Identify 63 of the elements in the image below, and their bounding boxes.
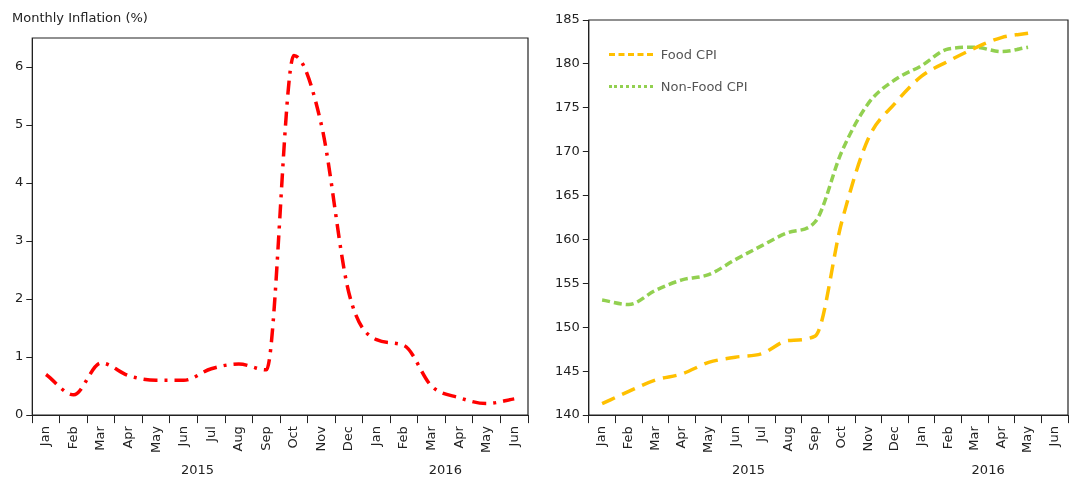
y-tick-label: 175 <box>554 99 580 115</box>
y-axis-title: Monthly Inflation (%) <box>12 10 148 25</box>
x-tick-label: Feb <box>64 426 80 450</box>
x-tick-label: Apr <box>992 425 1008 449</box>
x-tick-label: Dec <box>886 426 902 452</box>
legend-label: Food CPI <box>660 46 717 62</box>
x-tick-label: Feb <box>939 426 955 450</box>
y-tick-label: 180 <box>554 55 580 71</box>
y-tick-label: 160 <box>554 230 580 246</box>
x-tick-label: Jan <box>37 426 53 448</box>
text: 2015 <box>732 462 766 477</box>
x-tick-label: Jun <box>726 426 742 448</box>
x-tick-label: May <box>147 425 163 454</box>
x-tick-label: Mar <box>966 425 982 451</box>
y-tick-label: 155 <box>554 274 580 290</box>
x-tick-label: May <box>1019 425 1035 454</box>
y-tick-label: 3 <box>14 232 24 248</box>
y-tick-label: 2 <box>14 290 24 306</box>
x-tick-label: Jan <box>912 426 928 448</box>
x-tick-label: Aug <box>230 426 246 452</box>
x-tick-label: Apr <box>120 425 136 449</box>
x-tick-label: Jun <box>505 426 521 448</box>
line-series <box>600 45 1030 307</box>
y-tick-label: 4 <box>14 174 24 190</box>
x-tick-label: Aug <box>779 426 795 452</box>
x-tick-label: Jun <box>175 426 191 448</box>
x-tick-label: Mar <box>92 425 108 451</box>
x-tick-label: Oct <box>285 426 301 449</box>
x-tick-label: Sep <box>806 426 822 451</box>
x-tick-label: Apr <box>673 425 689 449</box>
x-tick-label: Mar <box>646 425 662 451</box>
x-tick-label: Feb <box>620 426 636 450</box>
y-tick-label: 145 <box>554 362 580 378</box>
x-tick-label: Mar <box>422 425 438 451</box>
y-tick-label: 170 <box>554 143 580 159</box>
line-series <box>44 53 516 406</box>
x-tick-label: Feb <box>395 426 411 450</box>
y-tick-label: 165 <box>554 186 580 202</box>
text: 2015 <box>180 462 215 477</box>
x-tick-label: Jun <box>1046 426 1062 448</box>
x-tick-label: Jul <box>202 426 218 443</box>
y-tick-label: 150 <box>554 318 580 334</box>
x-tick-label: Nov <box>312 425 328 452</box>
y-tick-label: 140 <box>554 406 580 422</box>
x-tick-label: Jan <box>367 426 383 448</box>
line-series <box>600 31 1030 406</box>
text: 2016 <box>428 462 462 477</box>
text: 2016 <box>971 462 1005 477</box>
x-tick-label: Sep <box>257 426 273 451</box>
x-tick-label: Dec <box>340 426 356 452</box>
y-tick-label: 185 <box>554 11 580 27</box>
y-tick-label: 1 <box>14 348 24 364</box>
x-tick-label: May <box>478 425 494 454</box>
x-tick-label: Oct <box>833 426 849 449</box>
x-tick-label: Nov <box>859 425 875 452</box>
x-tick-label: May <box>699 425 715 454</box>
y-tick-label: 6 <box>14 58 24 74</box>
x-tick-label: Jan <box>593 426 609 448</box>
x-tick-label: Apr <box>450 425 466 449</box>
legend-label: Non-Food CPI <box>660 78 748 94</box>
x-tick-label: Jul <box>753 426 769 443</box>
y-tick-label: 5 <box>14 116 24 132</box>
y-tick-label: 0 <box>14 406 24 422</box>
